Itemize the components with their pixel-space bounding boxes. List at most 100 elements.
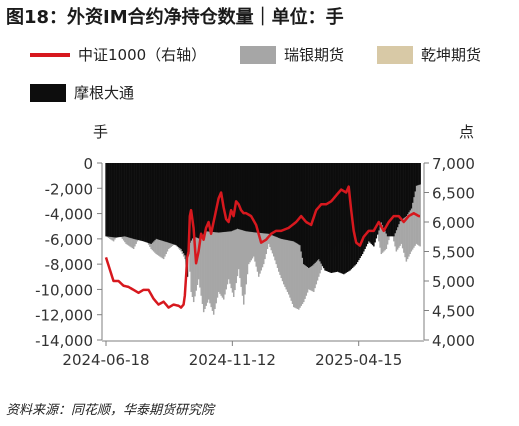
ubs-bar [411, 163, 414, 250]
jpm-bar [180, 163, 182, 249]
jpm-bar [368, 163, 370, 242]
jpm-bar [112, 163, 115, 238]
jpm-bar [231, 163, 234, 231]
jpm-bar [200, 163, 202, 238]
jpm-bar [365, 163, 368, 247]
jpm-bar [400, 163, 403, 221]
jpm-bars [105, 163, 421, 277]
right-tick-label: 6,000 [432, 214, 475, 232]
jpm-bar [310, 163, 313, 267]
jpm-bar [355, 163, 358, 265]
legend-item-ubs: 瑞银期货 [240, 44, 344, 65]
left-tick-label: -14,000 [35, 332, 93, 350]
jpm-bar [403, 163, 405, 219]
jpm-bar [271, 163, 274, 236]
jpm-bar [232, 163, 235, 231]
jpm-bar [361, 163, 364, 255]
jpm-bar [388, 163, 390, 237]
jpm-bar [164, 163, 166, 242]
jpm-bar [191, 163, 194, 239]
jpm-bar [288, 163, 290, 241]
jpm-bar [390, 163, 393, 237]
jpm-bar [160, 163, 162, 241]
jpm-bar [162, 163, 165, 242]
jpm-bar [275, 163, 278, 237]
jpm-bar [306, 163, 309, 267]
jpm-bar [333, 163, 335, 273]
jpm-bar [239, 163, 241, 230]
jpm-bar [245, 163, 247, 232]
jpm-bar [364, 163, 366, 249]
left-tick-label: -10,000 [35, 281, 93, 299]
jpm-bar [289, 163, 291, 241]
jpm-bar [369, 163, 371, 243]
jpm-bar [110, 163, 112, 237]
ubs-bar [418, 163, 420, 246]
jpm-bar [165, 163, 167, 242]
jpm-bar [179, 163, 181, 249]
jpm-bar [246, 163, 249, 232]
jpm-bar [270, 163, 273, 235]
jpm-bar [318, 163, 320, 260]
jpm-bar [340, 163, 343, 274]
jpm-bar [330, 163, 333, 273]
legend-label-csi1000: 中证1000（右轴） [78, 46, 207, 64]
jpm-bar [215, 163, 217, 233]
source-note: 资料来源：同花顺，华泰期货研究院 [6, 403, 215, 418]
jpm-bar [280, 163, 283, 239]
ubs-bar [212, 163, 215, 315]
jpm-bar [189, 163, 191, 243]
jpm-bar [295, 163, 298, 243]
jpm-bar [376, 163, 379, 235]
jpm-bar [411, 163, 414, 203]
jpm-bar [236, 163, 239, 229]
jpm-bar [147, 163, 150, 244]
jpm-bar [398, 163, 400, 225]
jpm-bar [353, 163, 355, 267]
jpm-bar [126, 163, 129, 238]
ubs-bar [215, 163, 217, 304]
jpm-bar [234, 163, 236, 230]
jpm-bar [408, 163, 410, 213]
csi1000-line [104, 185, 420, 309]
jpm-bar [256, 163, 259, 233]
jpm-bar [394, 163, 396, 234]
legend-item-jpm: 摩根大通 [30, 82, 134, 103]
jpm-bar [170, 163, 172, 244]
jpm-bar [166, 163, 169, 243]
jpm-bar [413, 163, 415, 198]
jpm-bar [338, 163, 340, 273]
jpm-bar [204, 163, 206, 233]
jpm-bar [194, 163, 196, 237]
jpm-bar [167, 163, 170, 243]
jpm-bar [229, 163, 231, 232]
right-axis-unit: 点 [459, 123, 475, 141]
jpm-bar [375, 163, 378, 239]
jpm-bar [244, 163, 246, 231]
jpm-bar [137, 163, 140, 241]
jpm-bar [114, 163, 116, 238]
jpm-bar [320, 163, 323, 264]
jpm-bar [184, 163, 186, 256]
jpm-bar [354, 163, 356, 266]
jpm-bar [132, 163, 135, 239]
jpm-bar [363, 163, 365, 252]
jpm-bar [339, 163, 341, 273]
chart-title: 图18：外资IM合约净持仓数量｜单位：手 [6, 7, 344, 28]
jpm-bar [144, 163, 146, 242]
jpm-bar [145, 163, 147, 243]
jpm-bar [269, 163, 271, 235]
jpm-bar [205, 163, 207, 232]
jpm-bar [124, 163, 126, 237]
jpm-bar [216, 163, 219, 233]
jpm-bar [196, 163, 199, 238]
jpm-bar [182, 163, 185, 254]
jpm-bar [249, 163, 251, 232]
x-axis: 2024-06-18 2024-11-12 2025-04-15 [62, 340, 424, 369]
jpm-bar [279, 163, 281, 239]
jpm-bar [212, 163, 215, 233]
jpm-bar [136, 163, 139, 240]
jpm-bar [286, 163, 289, 241]
jpm-bar [157, 163, 160, 240]
jpm-bar [190, 163, 192, 241]
